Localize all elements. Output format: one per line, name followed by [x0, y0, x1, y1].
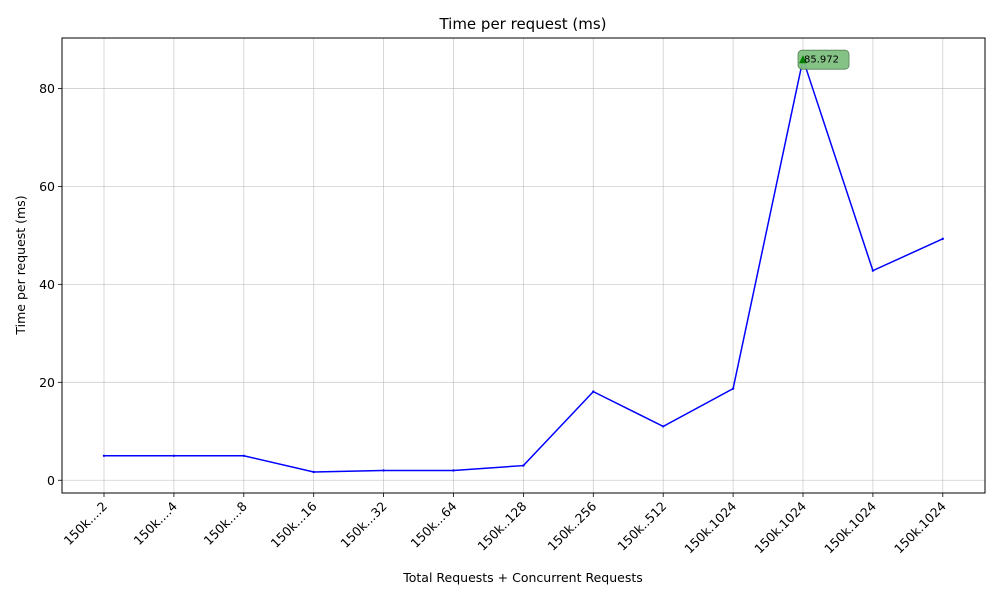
grid-lines: [62, 38, 985, 493]
data-point: [941, 237, 944, 241]
chart-title: Time per request (ms): [438, 15, 606, 33]
y-axis-ticks: 0 20 40 60 80: [39, 81, 62, 488]
x-tick-label: 150k.1024: [751, 498, 809, 556]
data-point: [312, 470, 315, 474]
data-point: [452, 469, 455, 472]
y-tick-label: 80: [39, 81, 55, 96]
y-axis-label: Time per request (ms): [13, 195, 28, 335]
x-tick-label: 150k..512: [614, 499, 669, 554]
x-tick-label: 150k..256: [544, 498, 599, 553]
data-point: [522, 464, 525, 467]
x-tick-label: 150k....4: [131, 498, 180, 547]
data-point: [172, 454, 176, 457]
x-tick-label: 150k....2: [61, 499, 110, 548]
y-tick-label: 60: [39, 179, 55, 194]
y-tick-label: 40: [39, 277, 55, 292]
data-point: [592, 390, 595, 393]
data-point: [102, 454, 106, 457]
x-tick-label: 150k...32: [337, 499, 389, 551]
data-point: [662, 425, 665, 428]
y-tick-label: 20: [39, 375, 55, 390]
data-point: [382, 469, 385, 472]
x-tick-label: 150k....8: [200, 498, 249, 547]
x-axis-label: Total Requests + Concurrent Requests: [402, 570, 643, 585]
x-tick-label: 150k...64: [407, 498, 459, 550]
x-tick-label: 150k..128: [474, 498, 529, 553]
data-point: [871, 269, 875, 272]
annotation-label: 85.972: [804, 55, 839, 66]
x-axis-ticks: 150k....2 150k....4 150k....8 150k...16 150k…: [61, 493, 949, 556]
data-point: [731, 387, 735, 390]
y-tick-label: 0: [47, 473, 55, 488]
x-tick-label: 150k.1024: [681, 498, 739, 556]
x-tick-label: 150k...16: [268, 498, 320, 550]
annotation-box: [797, 49, 850, 70]
x-tick-label: 150k.1024: [821, 498, 879, 556]
peak-annotation: 85.972: [797, 49, 850, 70]
data-point: [242, 454, 245, 457]
x-tick-label: 150k.1024: [891, 498, 949, 556]
peak-marker-arrow: [799, 55, 807, 64]
data-points: [102, 57, 944, 474]
